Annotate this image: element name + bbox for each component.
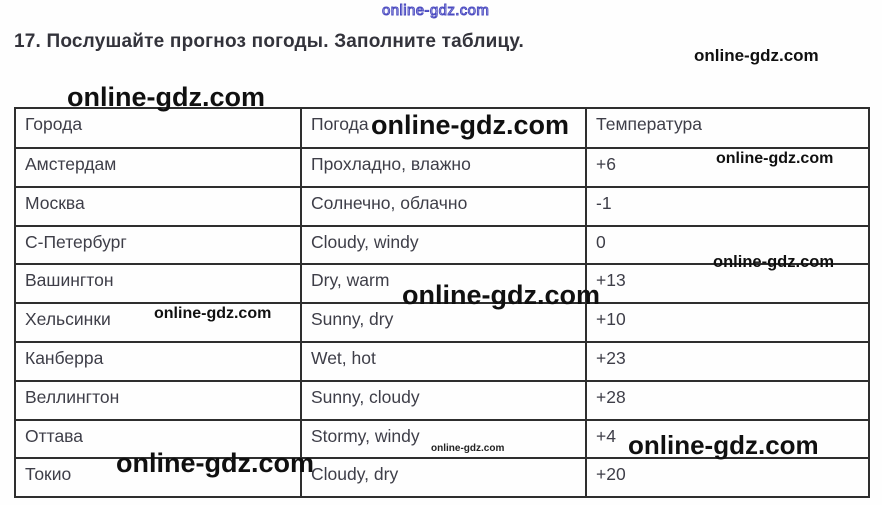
cell-city: Токио (14, 457, 302, 499)
watermark-bottom-left: online-gdz.com (116, 448, 314, 478)
watermark-upper-left: online-gdz.com (67, 82, 265, 112)
cell-temp: +13 (585, 263, 870, 305)
table-row: Вашингтон Dry, warm +13 (14, 263, 870, 305)
table-row: Токио Cloudy, dry +20 (14, 457, 870, 499)
page-title: 17. Послушайте прогноз погоды. Заполните… (14, 31, 524, 52)
cell-temp: +23 (585, 340, 870, 382)
cell-temp: +4 (585, 418, 870, 460)
cell-weather: Stormy, windy (300, 418, 587, 460)
table-body: Амстердам Прохладно, влажно +6 Москва Со… (14, 147, 870, 499)
cell-weather: Wet, hot (300, 340, 587, 382)
table-row: Веллингтон Sunny, cloudy +28 (14, 379, 870, 421)
table-row: Москва Солнечно, облачно -1 (14, 185, 870, 227)
cell-temp: +10 (585, 302, 870, 343)
table-row: Канберра Wet, hot +23 (14, 340, 870, 382)
cell-temp: +20 (585, 457, 870, 499)
table-row: С-Петербург Cloudy, windy 0 (14, 224, 870, 266)
watermark-row4-right: online-gdz.com (713, 253, 834, 271)
cell-city: С-Петербург (14, 224, 302, 266)
cell-temp: 0 (585, 224, 870, 266)
table-header-row: Города Погода Температура (14, 107, 870, 149)
cell-temp: -1 (585, 185, 870, 227)
watermark-bottom-right: online-gdz.com (628, 430, 819, 460)
cell-city: Москва (14, 185, 302, 227)
cell-weather: Dry, warm (300, 263, 587, 305)
table-row: Оттава Stormy, windy +4 (14, 418, 870, 460)
cell-temp: +6 (585, 147, 870, 188)
cell-weather: Прохладно, влажно (300, 147, 587, 188)
watermark-top-center: online-gdz.com (381, 2, 490, 19)
col-header-weather: Погода (300, 107, 587, 149)
cell-city: Оттава (14, 418, 302, 460)
watermark-helsinki-row: online-gdz.com (154, 305, 272, 322)
cell-temp: +28 (585, 379, 870, 421)
cell-weather: Солнечно, облачно (300, 185, 587, 227)
weather-table: Города Погода Температура Амстердам Прох… (14, 107, 870, 499)
cell-city: Канберра (14, 340, 302, 382)
col-header-cities: Города (14, 107, 302, 149)
cell-city: Хельсинки (14, 302, 302, 343)
cell-weather: Sunny, cloudy (300, 379, 587, 421)
cell-city: Амстердам (14, 147, 302, 188)
watermark-row1-right: online-gdz.com (716, 150, 834, 167)
watermark-center-large: online-gdz.com (402, 280, 600, 310)
col-header-temperature: Температура (585, 107, 870, 149)
watermark-header-mid: online-gdz.com (371, 110, 569, 140)
cell-weather: Cloudy, windy (300, 224, 587, 266)
cell-weather: Cloudy, dry (300, 457, 587, 499)
cell-city: Веллингтон (14, 379, 302, 421)
table-row: Хельсинки Sunny, dry +10 (14, 302, 870, 343)
watermark-top-right: online-gdz.com (694, 46, 819, 65)
cell-weather: Sunny, dry (300, 302, 587, 343)
cell-city: Вашингтон (14, 263, 302, 305)
watermark-ottawa-small: online-gdz.com (431, 443, 505, 454)
table-row: Амстердам Прохладно, влажно +6 (14, 147, 870, 188)
